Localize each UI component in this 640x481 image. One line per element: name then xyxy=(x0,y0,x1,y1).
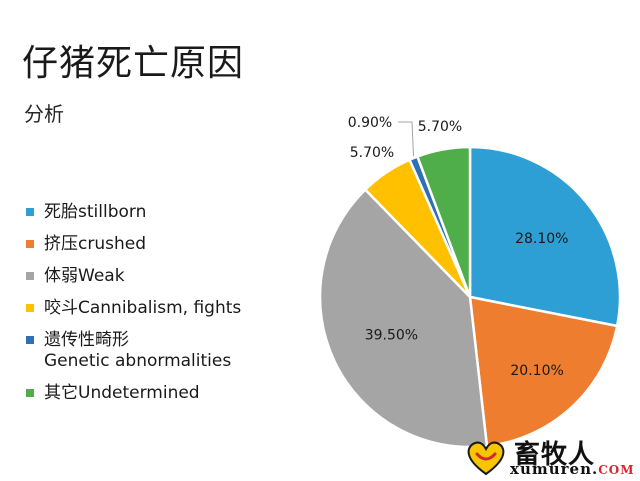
slice-value-label: 28.10% xyxy=(515,231,568,247)
legend-item: 其它Undetermined xyxy=(26,383,326,404)
legend-swatch xyxy=(26,304,34,312)
watermark-name: 畜牧人 xyxy=(514,440,596,470)
pie-slice xyxy=(468,295,619,448)
legend-label: 咬斗Cannibalism, fights xyxy=(44,298,242,318)
legend-item: 体弱Weak xyxy=(26,266,326,287)
legend-swatch xyxy=(26,240,34,248)
legend-label: 遗传性畸形 xyxy=(44,330,129,350)
pie-slice xyxy=(318,188,489,449)
legend-label: 其它Undetermined xyxy=(44,383,200,403)
watermark-site: xumuren.COM xyxy=(510,460,635,478)
watermark-site-tld: COM xyxy=(598,463,635,477)
legend-label: 死胎stillborn xyxy=(44,202,147,222)
slice-value-label: 5.70% xyxy=(350,145,394,161)
legend-item: 死胎stillborn xyxy=(26,202,326,223)
pie-slice xyxy=(416,145,472,299)
pie-slice xyxy=(468,145,622,328)
legend-swatch xyxy=(26,208,34,216)
watermark-site-main: xumuren. xyxy=(510,460,599,478)
legend-swatch xyxy=(26,336,34,344)
legend-item: 挤压crushed xyxy=(26,234,326,255)
slice-value-label: 0.90% xyxy=(348,115,392,131)
slice-value-label: 39.50% xyxy=(365,327,418,343)
legend-item: 咬斗Cannibalism, fights xyxy=(26,298,326,319)
slice-value-label: 20.10% xyxy=(510,363,563,379)
legend-swatch xyxy=(26,272,34,280)
slide-subtitle: 分析 xyxy=(24,102,64,126)
chart-legend: 死胎stillborn 挤压crushed 体弱Weak 咬斗Cannibalism,… xyxy=(26,202,326,404)
legend-label: 挤压crushed xyxy=(44,234,146,254)
legend-label: 体弱Weak xyxy=(44,266,125,286)
slice-value-label: 5.70% xyxy=(418,119,462,135)
slide-title: 仔猪死亡原因 xyxy=(22,43,245,84)
xumuren-watermark: 畜牧人 xumuren.COM xyxy=(462,434,638,478)
heart-logo-icon xyxy=(467,441,505,476)
leader-line xyxy=(398,121,414,157)
legend-label: Genetic abnormalities xyxy=(44,351,232,371)
legend-item: 遗传性畸形 Genetic abnormalities xyxy=(26,330,326,372)
legend-swatch xyxy=(26,389,34,397)
